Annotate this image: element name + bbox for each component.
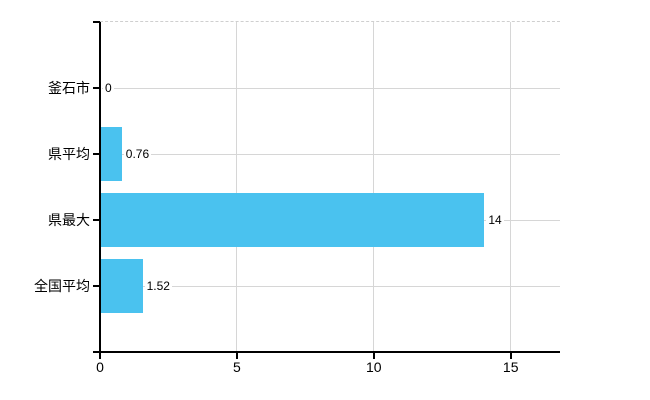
v-gridline	[510, 22, 512, 351]
category-label: 釜石市	[48, 80, 90, 96]
v-gridline	[373, 22, 375, 351]
y-tick-mark	[93, 21, 100, 23]
bar	[101, 259, 143, 313]
y-tick-mark	[93, 219, 100, 221]
h-gridline	[102, 153, 560, 155]
h-gridline	[102, 87, 560, 89]
h-gridline	[102, 285, 560, 287]
bar-value-label: 1.52	[144, 279, 172, 293]
x-tick-mark	[372, 353, 375, 359]
y-tick-mark	[93, 153, 100, 155]
category-label: 全国平均	[34, 278, 90, 294]
x-tick-label: 10	[366, 359, 382, 375]
bar	[101, 193, 485, 247]
bar-value-label: 0.76	[123, 147, 152, 161]
bar	[101, 127, 122, 181]
x-tick-label: 15	[502, 359, 519, 375]
bar-value-label: 0	[103, 81, 114, 95]
x-tick-label: 5	[232, 359, 241, 375]
y-tick-mark	[93, 285, 100, 287]
category-label: 県最大	[48, 212, 90, 228]
x-tick-mark	[235, 353, 238, 359]
y-tick-mark	[93, 87, 100, 89]
y-axis-line	[99, 22, 101, 352]
x-tick-mark	[99, 353, 101, 359]
v-gridline	[236, 22, 238, 351]
bar-value-label: 14	[486, 213, 504, 227]
x-tick-mark	[509, 353, 512, 359]
plot-top-border	[100, 21, 560, 22]
x-axis-line	[93, 351, 560, 353]
x-tick-label: 0	[96, 359, 104, 375]
category-label: 県平均	[48, 146, 90, 162]
